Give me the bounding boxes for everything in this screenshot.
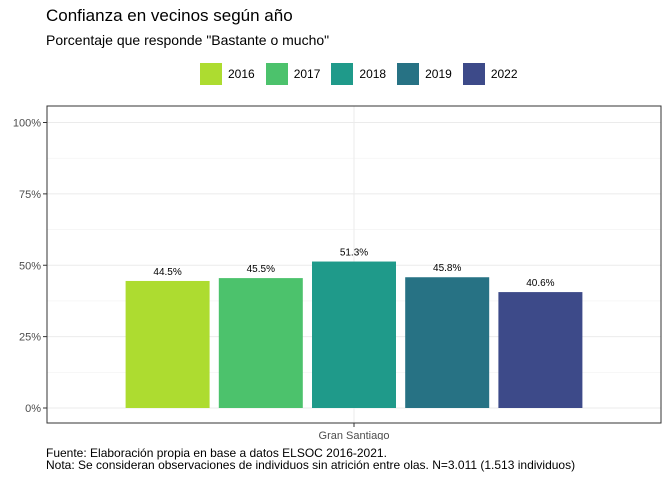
y-tick-label: 100%	[13, 118, 41, 130]
caption-source: Fuente: Elaboración propia en base a dat…	[46, 446, 387, 460]
legend-swatch	[200, 63, 222, 85]
data-label-2016: 44.5%	[153, 267, 181, 278]
legend-label: 2018	[359, 67, 387, 81]
legend-swatch	[397, 63, 420, 85]
legend-label: 2019	[425, 67, 452, 81]
legend: 2016 2017 2018 2019 2022	[200, 62, 529, 86]
x-tick-label: Gran Santiago	[319, 430, 390, 440]
bar-2019	[405, 277, 490, 408]
bar-chart: 0% 25% 50% 75% 100% 44.5% 45.5% 51.3% 45.8% 40.6%…	[13, 105, 662, 440]
chart-title: Confianza en vecinos según año	[46, 6, 293, 25]
legend-item-2022: 2022	[462, 63, 518, 85]
legend-swatch	[331, 63, 354, 85]
legend-label: 2016	[228, 67, 255, 81]
legend-item-2017: 2017	[265, 63, 321, 85]
caption-note: Nota: Se consideran observaciones de ind…	[46, 458, 576, 472]
bar-2022	[498, 292, 583, 408]
bar-2018	[312, 261, 396, 408]
data-label-2017: 45.5%	[247, 264, 275, 275]
y-tick-label: 25%	[19, 332, 41, 344]
legend-label: 2022	[490, 67, 518, 81]
legend-item-2016: 2016	[200, 63, 255, 85]
caption: Fuente: Elaboración propia en base a dat…	[46, 447, 575, 471]
legend-label: 2017	[293, 67, 321, 81]
chart-subtitle: Porcentaje que responde "Bastante o much…	[46, 32, 330, 48]
legend-swatch	[462, 63, 485, 85]
legend-item-2018: 2018	[331, 63, 386, 85]
bar-2016	[125, 280, 210, 408]
legend-swatch	[265, 63, 288, 85]
y-tick-label: 0%	[25, 403, 41, 415]
y-tick-label: 75%	[19, 189, 41, 201]
legend-item-2019: 2019	[397, 63, 452, 85]
y-tick-label: 50%	[19, 260, 41, 272]
bar-2017	[218, 278, 303, 408]
data-label-2022: 40.6%	[526, 278, 554, 289]
data-label-2019: 45.8%	[433, 263, 461, 274]
data-label-2018: 51.3%	[340, 248, 368, 259]
